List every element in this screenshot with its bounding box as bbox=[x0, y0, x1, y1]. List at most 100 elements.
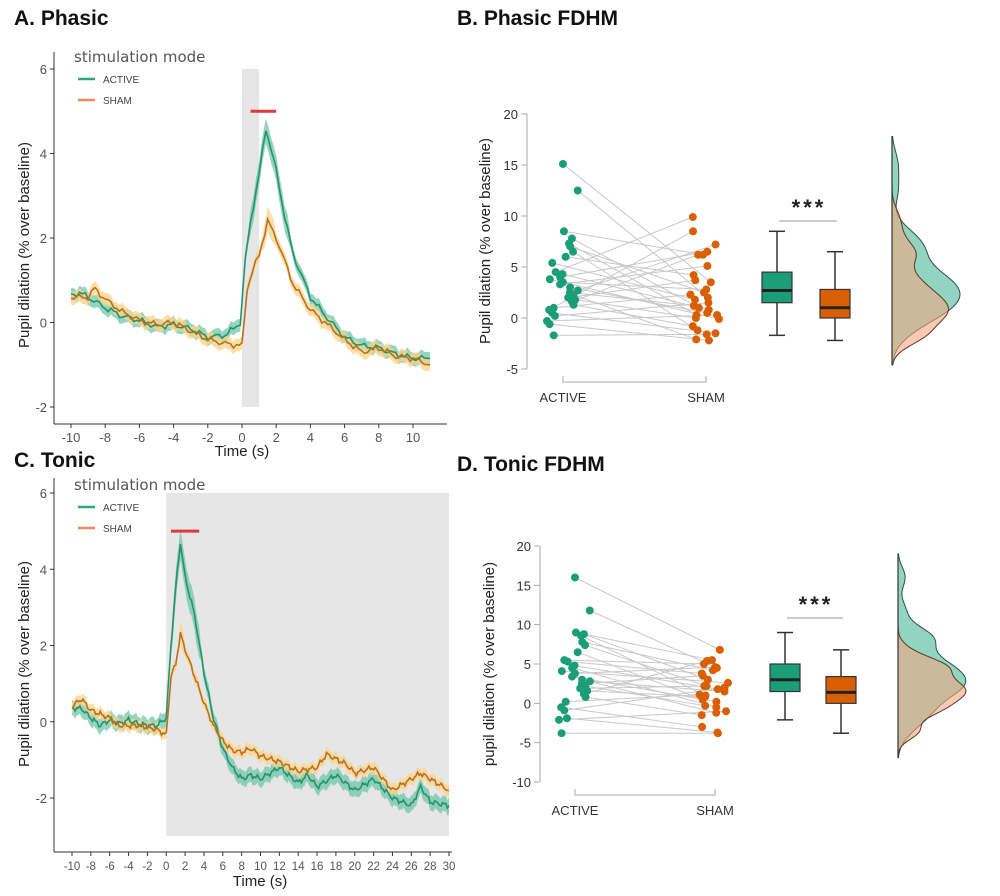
point-active bbox=[576, 631, 585, 640]
panel-a-title: A. Phasic bbox=[14, 7, 109, 30]
point-active bbox=[548, 258, 557, 267]
x-tick-label: 6 bbox=[220, 861, 226, 873]
point-active bbox=[545, 320, 554, 329]
y-tick-label: 4 bbox=[40, 562, 47, 577]
x-tick-label: 28 bbox=[424, 861, 437, 873]
point-active bbox=[559, 159, 567, 168]
pair-line bbox=[549, 323, 709, 341]
pair-line bbox=[580, 685, 705, 689]
pair-line bbox=[561, 706, 703, 728]
x-tick-label: 4 bbox=[201, 861, 208, 873]
point-sham bbox=[691, 276, 700, 285]
pair-line bbox=[558, 710, 727, 721]
pair-line bbox=[577, 651, 703, 700]
panel-c-title: C. Tonic bbox=[14, 449, 96, 472]
point-active bbox=[561, 252, 570, 261]
pair-line bbox=[552, 262, 696, 301]
pair-line bbox=[571, 676, 717, 703]
y-axis-label: pupil dilation (% over baseline) bbox=[481, 562, 498, 766]
y-tick-label: -10 bbox=[512, 775, 531, 790]
significance-stars: *** bbox=[799, 592, 834, 617]
pair-line bbox=[572, 251, 698, 331]
panel-d-title: D. Tonic FDHM bbox=[457, 453, 605, 476]
series-line-active bbox=[70, 130, 431, 362]
x-tick-label: 2 bbox=[273, 430, 280, 445]
point-sham bbox=[689, 301, 698, 310]
x-tick-label: 22 bbox=[367, 861, 380, 873]
pair-line bbox=[564, 659, 704, 665]
box-sham bbox=[825, 675, 857, 704]
pair-line bbox=[575, 632, 713, 661]
point-active bbox=[561, 697, 570, 706]
legend-item-sham: SHAM bbox=[103, 96, 132, 107]
box-sham bbox=[819, 288, 851, 319]
y-tick-label: -5 bbox=[519, 736, 531, 751]
legend-item-sham: SHAM bbox=[103, 524, 132, 535]
point-sham bbox=[711, 240, 720, 249]
panel-d-raincloud: -10 -5 0 5 10 15 20 ACTIVE SHAM pupil dilation (%… bbox=[481, 539, 967, 818]
y-tick-label: 4 bbox=[40, 147, 47, 162]
pair-line bbox=[554, 302, 709, 317]
point-sham bbox=[688, 322, 697, 331]
point-active bbox=[585, 606, 594, 615]
x-tick-label: 2 bbox=[182, 861, 188, 873]
point-active bbox=[550, 311, 559, 320]
ci-band-sham bbox=[71, 206, 431, 372]
point-sham bbox=[713, 685, 722, 694]
y-tick-label: -5 bbox=[506, 362, 518, 377]
point-sham bbox=[704, 298, 713, 307]
legend-item-active: ACTIVE bbox=[103, 75, 139, 86]
point-active bbox=[559, 227, 568, 236]
point-active bbox=[557, 667, 566, 676]
x-tick-label: 16 bbox=[311, 861, 324, 873]
point-sham bbox=[692, 335, 701, 344]
pair-line bbox=[584, 644, 707, 687]
x-tick-label: -6 bbox=[105, 861, 115, 873]
pair-line bbox=[562, 281, 707, 290]
point-sham bbox=[697, 711, 706, 720]
x-tick-label: 14 bbox=[292, 861, 305, 873]
point-sham bbox=[703, 261, 712, 270]
point-sham bbox=[704, 336, 713, 345]
x-tick-label-sham: SHAM bbox=[687, 390, 725, 405]
point-sham bbox=[722, 707, 731, 716]
panel-a-timecourse: -2 0 2 4 6 -10 -8 -6 -4 -2 0 2 4 6 8 10 Time (s) Pupil di… bbox=[16, 48, 447, 460]
point-sham bbox=[701, 701, 710, 710]
x-tick-label: -4 bbox=[123, 861, 134, 873]
pair-line bbox=[574, 577, 721, 651]
legend-item-active: ACTIVE bbox=[103, 503, 139, 514]
x-tick-label: 6 bbox=[341, 430, 348, 445]
panel-b-title: B. Phasic FDHM bbox=[457, 7, 618, 30]
point-active bbox=[549, 331, 558, 340]
pair-line bbox=[581, 675, 703, 685]
pair-line bbox=[574, 666, 716, 674]
pair-line bbox=[546, 314, 718, 322]
point-sham bbox=[702, 285, 711, 294]
point-active bbox=[569, 247, 578, 256]
point-sham bbox=[700, 682, 709, 691]
x-axis-bracket bbox=[562, 376, 707, 383]
x-tick-label: 8 bbox=[375, 430, 382, 445]
point-sham bbox=[691, 314, 700, 322]
point-active bbox=[560, 706, 569, 715]
y-tick-label: -2 bbox=[35, 400, 47, 415]
y-tick-label: 0 bbox=[40, 715, 47, 730]
pair-line bbox=[587, 690, 705, 698]
x-axis-label: Time (s) bbox=[233, 873, 287, 890]
point-active bbox=[573, 186, 582, 195]
pair-line bbox=[577, 244, 716, 291]
x-tick-label: 10 bbox=[254, 861, 267, 873]
point-sham bbox=[712, 697, 721, 706]
y-tick-label: 5 bbox=[511, 260, 518, 275]
pair-line bbox=[565, 694, 700, 703]
y-tick-label: 0 bbox=[40, 316, 47, 331]
x-tick-label: 0 bbox=[163, 861, 169, 873]
y-tick-label: 2 bbox=[40, 639, 47, 654]
pair-line bbox=[577, 190, 709, 298]
y-tick-label: 6 bbox=[40, 62, 47, 77]
x-tick-label: 12 bbox=[273, 861, 286, 873]
point-active bbox=[563, 657, 572, 666]
x-tick-label-active: ACTIVE bbox=[540, 390, 587, 405]
x-tick-label: -2 bbox=[202, 430, 214, 445]
